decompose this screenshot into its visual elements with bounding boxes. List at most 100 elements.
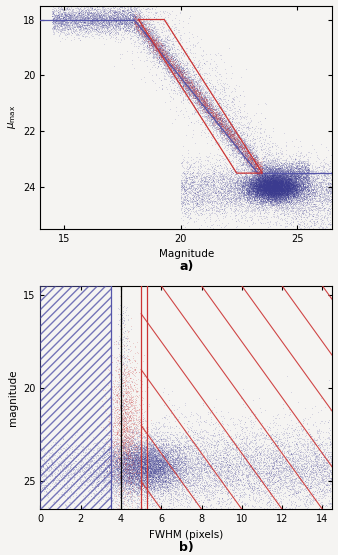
Point: [318, 205, 323, 214]
Point: [123, 466, 128, 475]
Point: [306, 462, 311, 471]
Point: [162, 456, 167, 465]
Point: [281, 171, 286, 180]
Point: [75, 22, 80, 31]
Point: [181, 460, 186, 469]
Point: [121, 470, 127, 478]
Point: [282, 190, 288, 199]
Point: [279, 164, 284, 173]
Point: [144, 467, 149, 476]
Point: [300, 175, 306, 184]
Point: [233, 462, 238, 471]
Point: [224, 199, 229, 208]
Point: [225, 194, 230, 203]
Point: [271, 186, 277, 195]
Point: [307, 481, 313, 490]
Point: [250, 157, 256, 166]
Point: [167, 49, 173, 58]
Point: [221, 111, 226, 120]
Point: [286, 185, 291, 194]
Point: [151, 463, 156, 472]
Point: [84, 14, 90, 23]
Point: [201, 490, 207, 499]
Point: [190, 74, 195, 83]
Point: [145, 451, 151, 460]
Point: [138, 428, 144, 437]
Point: [150, 459, 155, 468]
Point: [165, 59, 170, 68]
Point: [186, 467, 191, 476]
Point: [267, 179, 273, 188]
Point: [293, 172, 298, 181]
Point: [207, 195, 212, 204]
Point: [178, 65, 184, 74]
Point: [120, 467, 125, 476]
Point: [116, 365, 122, 374]
Point: [156, 463, 162, 472]
Point: [197, 95, 202, 104]
Point: [222, 455, 227, 464]
Point: [269, 184, 275, 193]
Point: [295, 177, 300, 186]
Point: [215, 477, 220, 486]
Point: [182, 487, 187, 496]
Point: [282, 179, 288, 188]
Point: [183, 440, 188, 448]
Point: [209, 108, 214, 117]
Point: [119, 463, 125, 472]
Point: [324, 462, 329, 471]
Point: [310, 491, 316, 500]
Point: [132, 467, 138, 476]
Point: [200, 95, 205, 104]
Point: [128, 17, 134, 26]
Point: [148, 29, 153, 38]
Point: [250, 163, 255, 171]
Point: [119, 466, 124, 475]
Point: [266, 148, 271, 157]
Point: [319, 461, 324, 470]
Point: [272, 194, 277, 203]
Point: [108, 484, 114, 493]
Point: [142, 486, 148, 495]
Point: [147, 448, 152, 457]
Point: [183, 78, 188, 87]
Point: [286, 178, 291, 186]
Point: [270, 184, 276, 193]
Point: [294, 160, 299, 169]
Point: [110, 471, 116, 480]
Point: [162, 60, 167, 69]
Point: [148, 455, 154, 464]
Point: [97, 471, 102, 480]
Point: [240, 175, 246, 184]
Point: [298, 183, 303, 192]
Point: [110, 487, 116, 496]
Point: [213, 445, 218, 454]
Point: [230, 464, 235, 473]
Point: [116, 446, 121, 455]
Point: [79, 12, 84, 21]
Point: [165, 54, 171, 63]
Point: [88, 11, 93, 20]
Point: [243, 429, 248, 438]
Point: [113, 33, 119, 42]
Point: [127, 385, 132, 393]
Point: [142, 499, 147, 508]
Point: [119, 460, 124, 469]
Point: [249, 150, 254, 159]
Point: [322, 185, 328, 194]
Point: [230, 134, 236, 143]
Point: [270, 182, 275, 191]
Point: [262, 165, 267, 174]
Point: [251, 182, 257, 191]
Point: [204, 171, 210, 180]
Point: [135, 466, 140, 475]
Point: [255, 182, 261, 191]
Point: [65, 476, 70, 485]
Point: [155, 37, 160, 46]
Point: [253, 173, 258, 181]
Point: [119, 471, 125, 480]
Point: [136, 390, 142, 399]
Point: [330, 158, 335, 166]
Point: [137, 456, 143, 465]
Point: [223, 121, 228, 130]
